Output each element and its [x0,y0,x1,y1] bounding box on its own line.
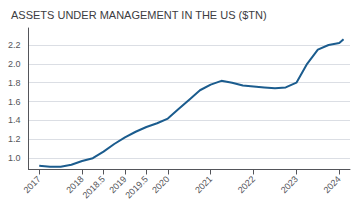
svg-text:2020: 2020 [150,174,171,195]
svg-text:2021: 2021 [193,174,214,195]
svg-text:ASSETS UNDER MANAGEMENT IN THE: ASSETS UNDER MANAGEMENT IN THE US ($TN) [11,9,267,21]
svg-text:1.0: 1.0 [8,153,21,163]
svg-text:2024: 2024 [322,174,343,195]
svg-text:2023: 2023 [279,174,300,195]
svg-text:2017: 2017 [22,174,43,195]
svg-text:2018: 2018 [64,173,86,196]
svg-text:2.0: 2.0 [8,59,21,69]
svg-text:1.4: 1.4 [8,115,21,125]
svg-text:1.8: 1.8 [8,78,21,88]
svg-text:2019.5: 2019.5 [123,174,150,201]
svg-text:2022: 2022 [236,174,257,195]
svg-text:1.6: 1.6 [8,97,21,107]
svg-text:1.2: 1.2 [8,134,21,144]
svg-text:2.2: 2.2 [8,40,21,50]
svg-text:2019: 2019 [107,173,129,196]
svg-text:2018.5: 2018.5 [81,174,108,201]
